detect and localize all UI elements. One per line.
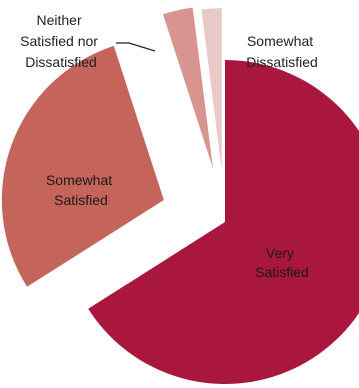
slice-somewhat-dissatisfied [201,8,222,171]
slice-somewhat-satisfied [1,45,164,287]
label-somewhat-dissatisfied: Somewhat Dissatisfied [246,33,318,70]
label-very-satisfied: Very Satisfied [255,245,309,280]
slice-neither [162,7,214,169]
label-neither: Neither Satisfied nor Dissatisfied [20,12,102,70]
pie-slices [1,7,359,384]
leader-line-neither [116,42,156,52]
label-somewhat-satisfied: Somewhat Satisfied [46,172,116,208]
slice-very-satisfied [88,60,359,384]
